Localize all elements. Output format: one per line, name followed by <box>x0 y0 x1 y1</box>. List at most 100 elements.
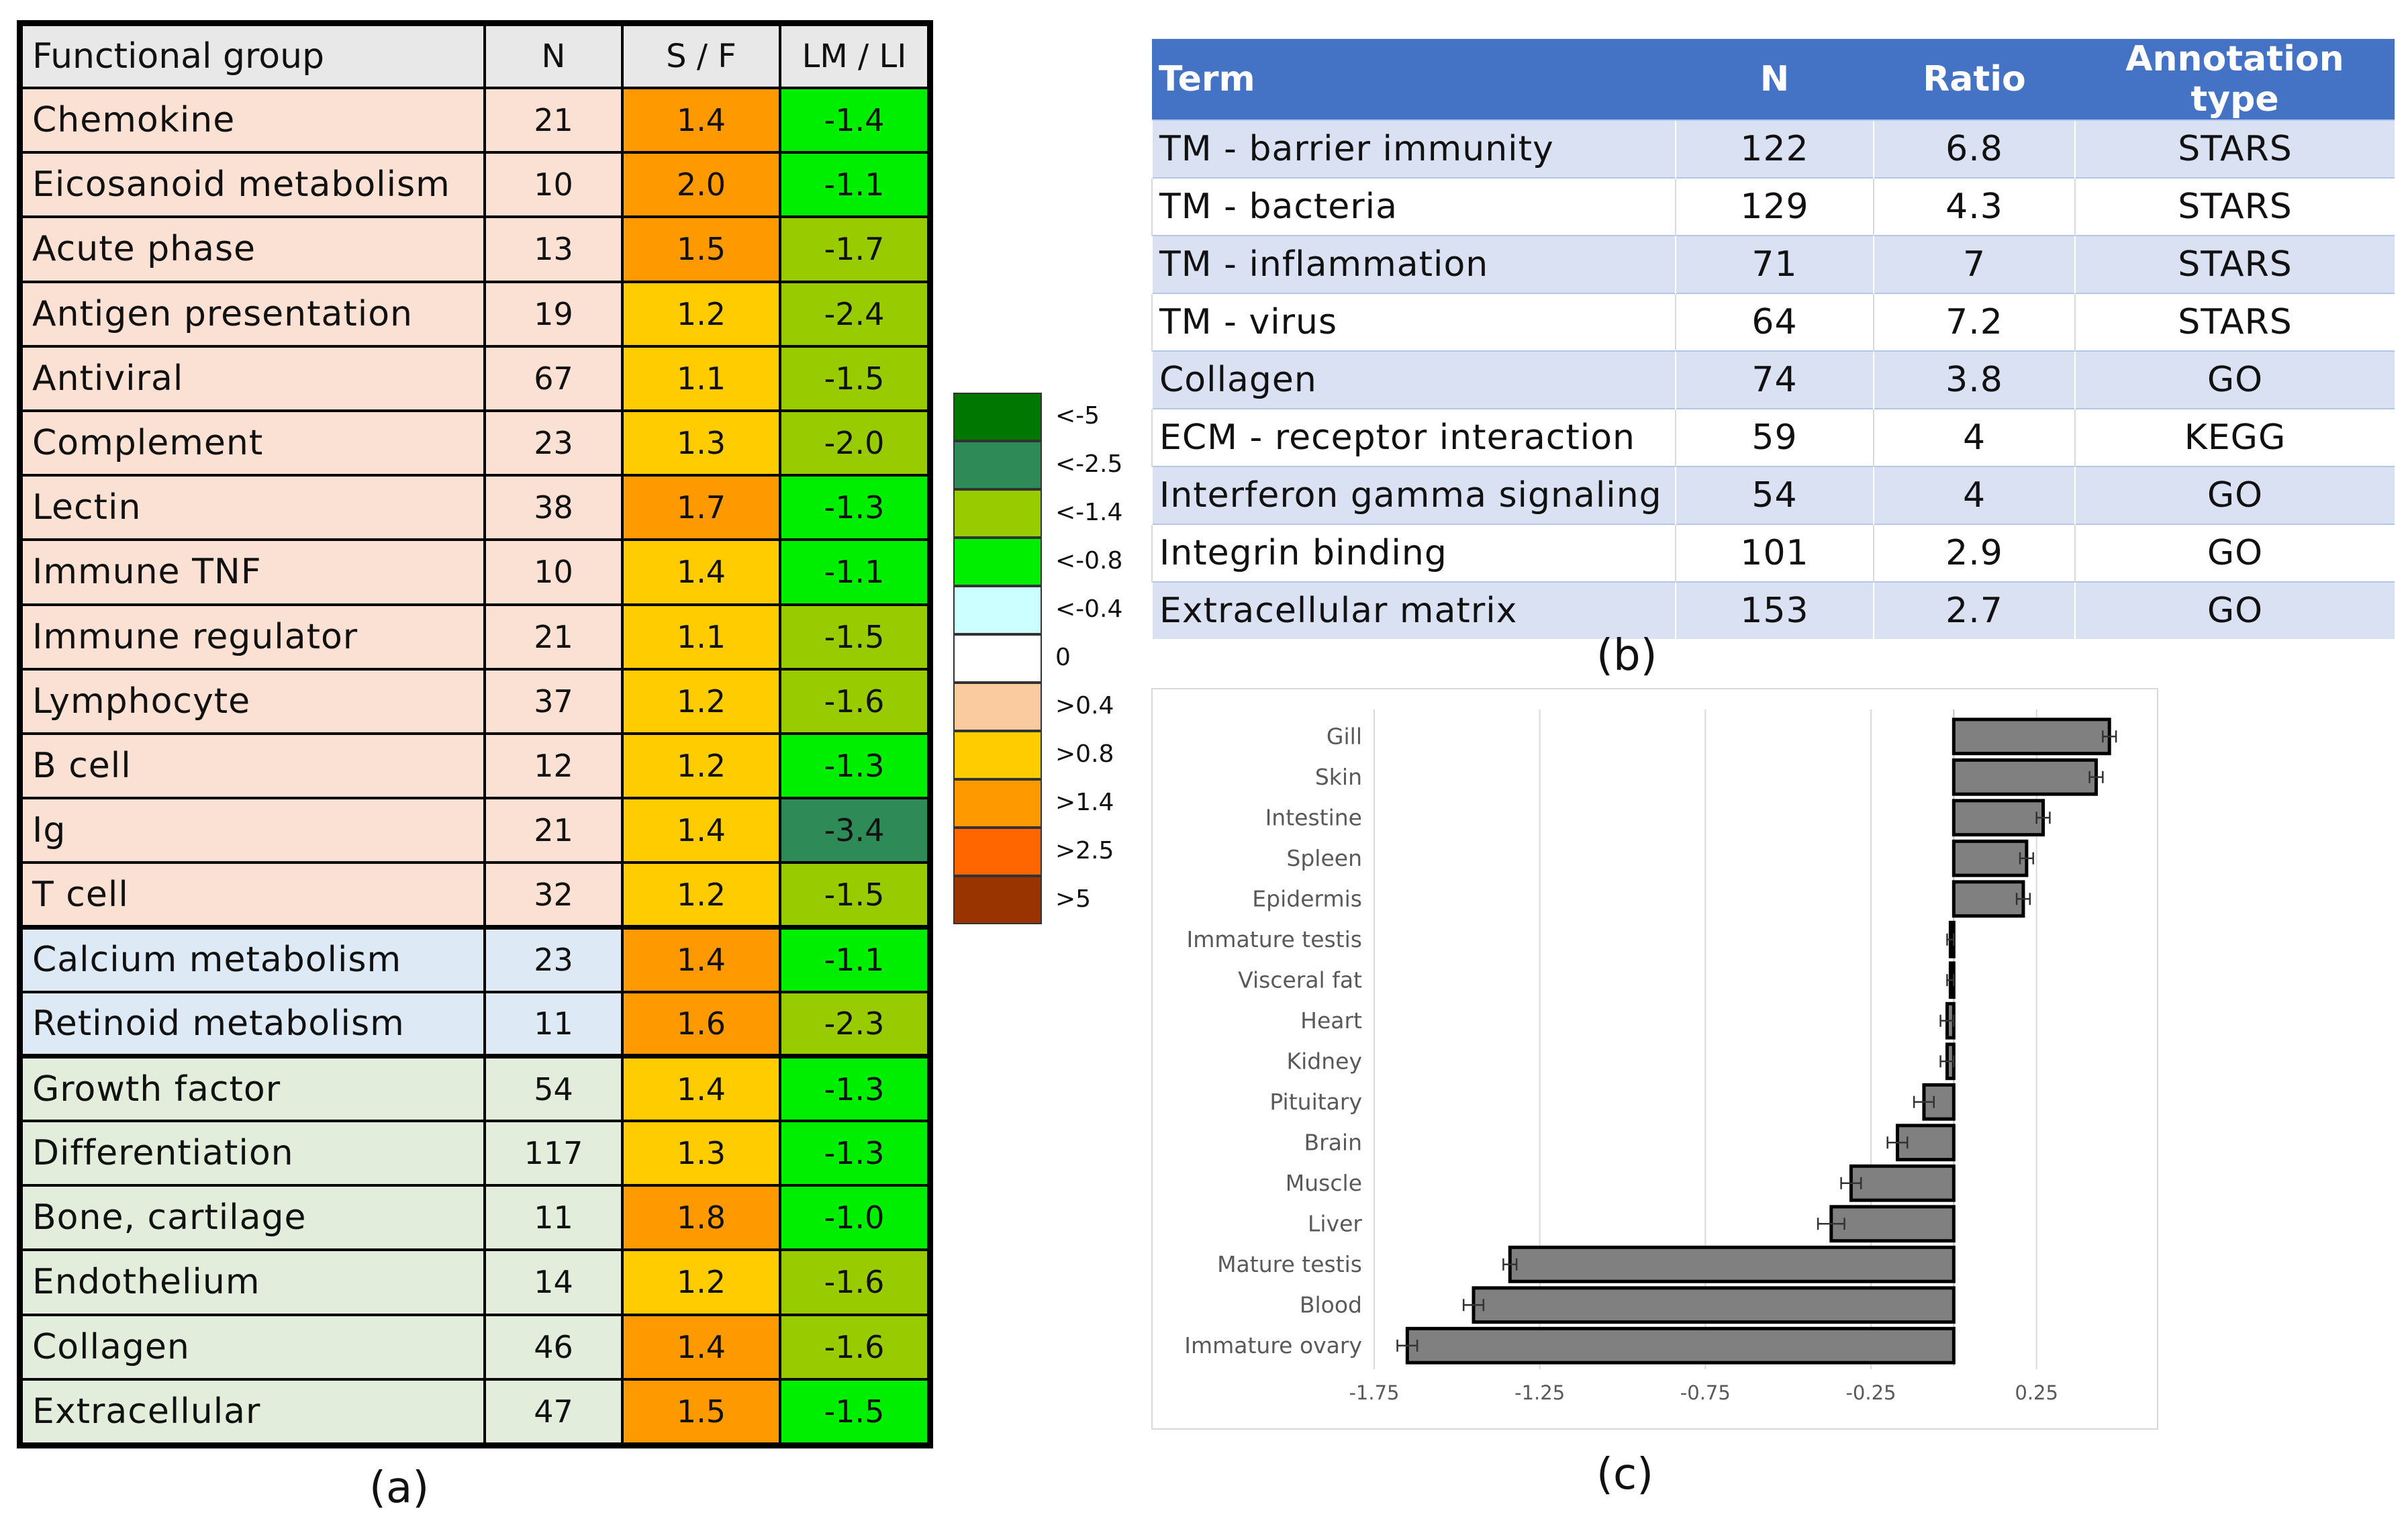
legend-item: >0.8 <box>953 731 1128 779</box>
row-n: 59 <box>1675 408 1874 466</box>
row-lmli-value: -1.6 <box>779 667 930 735</box>
category-label: Immature testis <box>1187 926 1362 952</box>
legend-item: >2.5 <box>953 828 1128 876</box>
row-sf-value: 1.4 <box>621 1313 781 1381</box>
x-tick-label: -0.75 <box>1680 1381 1731 1404</box>
row-lmli-value: -3.4 <box>779 797 930 865</box>
row-term: TM - barrier immunity <box>1151 119 1676 178</box>
row-ratio: 7.2 <box>1873 293 2075 351</box>
row-annotation-type: STARS <box>2074 293 2395 351</box>
row-term: TM - inflammation <box>1151 235 1676 293</box>
row-n: 23 <box>483 924 624 993</box>
row-lmli-value: -1.5 <box>779 861 930 929</box>
legend-label: <-0.8 <box>1055 547 1123 575</box>
row-functional-group: Endothelium <box>20 1248 486 1316</box>
row-ratio: 2.7 <box>1873 581 2075 639</box>
legend-swatch <box>953 538 1042 586</box>
row-sf-value: 1.4 <box>621 797 781 865</box>
row-n: 101 <box>1675 524 1874 582</box>
row-lmli-value: -1.3 <box>779 1054 930 1123</box>
category-label: Visceral fat <box>1238 967 1362 993</box>
table-header-row: Term N Ratio Annotation type <box>1152 39 2395 120</box>
row-sf-value: 1.5 <box>621 215 781 283</box>
legend-label: >2.5 <box>1055 837 1114 865</box>
legend-swatch <box>953 683 1042 731</box>
row-n: 21 <box>483 86 624 154</box>
row-sf-value: 1.2 <box>621 861 781 929</box>
row-functional-group: Eicosanoid metabolism <box>20 151 486 219</box>
header-n: N <box>1676 39 1874 120</box>
row-n: 54 <box>1675 466 1874 524</box>
row-functional-group: Antiviral <box>20 344 486 412</box>
row-lmli-value: -1.0 <box>779 1184 930 1252</box>
legend-label: <-1.4 <box>1055 499 1123 526</box>
row-n: 32 <box>483 861 624 929</box>
table-row: Immune regulator 21 1.1 -1.5 <box>20 603 930 671</box>
table-row: TM - bacteria 129 4.3 STARS <box>1151 177 2395 236</box>
row-sf-value: 1.1 <box>621 344 781 412</box>
row-sf-value: 1.2 <box>621 1248 781 1316</box>
caption-b: (b) <box>1596 631 1657 681</box>
row-n: 47 <box>483 1377 624 1446</box>
category-label: Kidney <box>1286 1048 1362 1074</box>
row-term: TM - bacteria <box>1151 177 1676 236</box>
row-sf-value: 1.4 <box>621 86 781 154</box>
row-term: Collagen <box>1151 350 1676 409</box>
row-functional-group: Acute phase <box>20 215 486 283</box>
row-n: 11 <box>483 1184 624 1252</box>
row-n: 67 <box>483 344 624 412</box>
table-row: Complement 23 1.3 -2.0 <box>20 409 930 477</box>
row-n: 21 <box>483 603 624 671</box>
legend-label: >0.4 <box>1055 692 1114 720</box>
row-lmli-value: -1.5 <box>779 603 930 671</box>
header-n: N <box>483 23 624 89</box>
enrichment-table: Term N Ratio Annotation type TM - barrie… <box>1151 39 2395 639</box>
category-label: Liver <box>1308 1210 1362 1236</box>
legend-swatch <box>953 828 1042 876</box>
row-n: 129 <box>1675 177 1874 236</box>
row-functional-group: Growth factor <box>20 1054 486 1123</box>
table-row: Ig 21 1.4 -3.4 <box>20 797 930 865</box>
row-annotation-type: STARS <box>2074 177 2395 236</box>
row-functional-group: Lectin <box>20 474 486 542</box>
row-lmli-value: -2.3 <box>779 990 930 1058</box>
row-sf-value: 1.6 <box>621 990 781 1058</box>
row-term: Integrin binding <box>1151 524 1676 582</box>
row-functional-group: Collagen <box>20 1313 486 1381</box>
table-row: Antigen presentation 19 1.2 -2.4 <box>20 280 930 348</box>
table-row: Integrin binding 101 2.9 GO <box>1151 524 2395 582</box>
table-row: Endothelium 14 1.2 -1.6 <box>20 1248 930 1316</box>
x-tick-label: -0.25 <box>1845 1381 1896 1404</box>
legend-swatch <box>953 731 1042 779</box>
row-n: 71 <box>1675 235 1874 293</box>
category-label: Immature ovary <box>1184 1332 1362 1359</box>
row-n: 21 <box>483 797 624 865</box>
row-n: 10 <box>483 151 624 219</box>
bar <box>1952 839 2029 877</box>
table-row: Chemokine 21 1.4 -1.4 <box>20 86 930 154</box>
row-lmli-value: -1.3 <box>779 732 930 800</box>
table-row: TM - virus 64 7.2 STARS <box>1151 293 2395 351</box>
header-sf: S / F <box>621 23 781 89</box>
row-lmli-value: -2.4 <box>779 280 930 348</box>
row-functional-group: Chemokine <box>20 86 486 154</box>
legend-label: 0 <box>1055 644 1071 671</box>
table-row: Lectin 38 1.7 -1.3 <box>20 474 930 542</box>
legend-item: <-5 <box>953 393 1128 441</box>
row-annotation-type: GO <box>2074 581 2395 639</box>
row-ratio: 4 <box>1873 466 2075 524</box>
enrichment-table-panel: Term N Ratio Annotation type TM - barrie… <box>1151 39 2395 639</box>
header-annotation-type: Annotation type <box>2075 39 2395 120</box>
bar <box>1472 1286 1956 1324</box>
row-lmli-value: -1.7 <box>779 215 930 283</box>
table-row: Extracellular matrix 153 2.7 GO <box>1151 581 2395 639</box>
caption-a: (a) <box>369 1463 430 1513</box>
table-row: Interferon gamma signaling 54 4 GO <box>1151 466 2395 524</box>
row-n: 54 <box>483 1054 624 1123</box>
row-n: 153 <box>1675 581 1874 639</box>
row-functional-group: B cell <box>20 732 486 800</box>
row-annotation-type: GO <box>2074 350 2395 409</box>
bar <box>1405 1326 1956 1365</box>
row-lmli-value: -1.6 <box>779 1248 930 1316</box>
row-functional-group: Immune regulator <box>20 603 486 671</box>
